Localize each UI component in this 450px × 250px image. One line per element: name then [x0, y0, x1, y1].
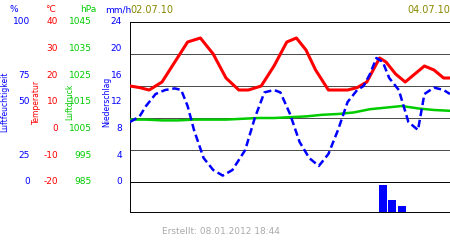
Text: °C: °C: [45, 6, 55, 15]
Text: 4: 4: [117, 151, 122, 160]
Text: Niederschlag: Niederschlag: [103, 77, 112, 127]
Text: Temperatur: Temperatur: [32, 80, 40, 124]
Text: 1045: 1045: [69, 18, 92, 26]
Text: 16: 16: [111, 71, 122, 80]
Text: 75: 75: [18, 71, 30, 80]
Text: 0: 0: [116, 178, 122, 186]
Text: 0: 0: [52, 124, 58, 133]
Text: 20: 20: [47, 71, 58, 80]
Text: Luftdruck: Luftdruck: [66, 84, 75, 120]
Text: 1005: 1005: [69, 124, 92, 133]
Text: 1015: 1015: [69, 98, 92, 106]
Text: 1035: 1035: [69, 44, 92, 53]
Text: -10: -10: [43, 151, 58, 160]
Text: -20: -20: [43, 178, 58, 186]
Text: 1025: 1025: [69, 71, 92, 80]
Text: 20: 20: [111, 44, 122, 53]
Text: hPa: hPa: [80, 6, 96, 15]
Text: 02.07.10: 02.07.10: [130, 6, 173, 16]
Text: mm/h: mm/h: [105, 6, 131, 15]
Text: 8: 8: [116, 124, 122, 133]
Text: %: %: [10, 6, 18, 15]
Text: 0: 0: [24, 178, 30, 186]
Text: 985: 985: [75, 178, 92, 186]
Bar: [398, 206, 406, 212]
Text: 04.07.10: 04.07.10: [407, 6, 450, 16]
Text: 100: 100: [13, 18, 30, 26]
Text: 10: 10: [46, 98, 58, 106]
Text: Luftfeuchtigkeit: Luftfeuchtigkeit: [0, 72, 9, 132]
Text: 12: 12: [111, 98, 122, 106]
Text: 50: 50: [18, 98, 30, 106]
Bar: [379, 185, 387, 212]
Text: 24: 24: [111, 18, 122, 26]
Text: 25: 25: [18, 151, 30, 160]
Text: 30: 30: [46, 44, 58, 53]
Text: Erstellt: 08.01.2012 18:44: Erstellt: 08.01.2012 18:44: [162, 226, 280, 235]
Text: 40: 40: [47, 18, 58, 26]
Text: 995: 995: [75, 151, 92, 160]
Bar: [388, 200, 396, 212]
